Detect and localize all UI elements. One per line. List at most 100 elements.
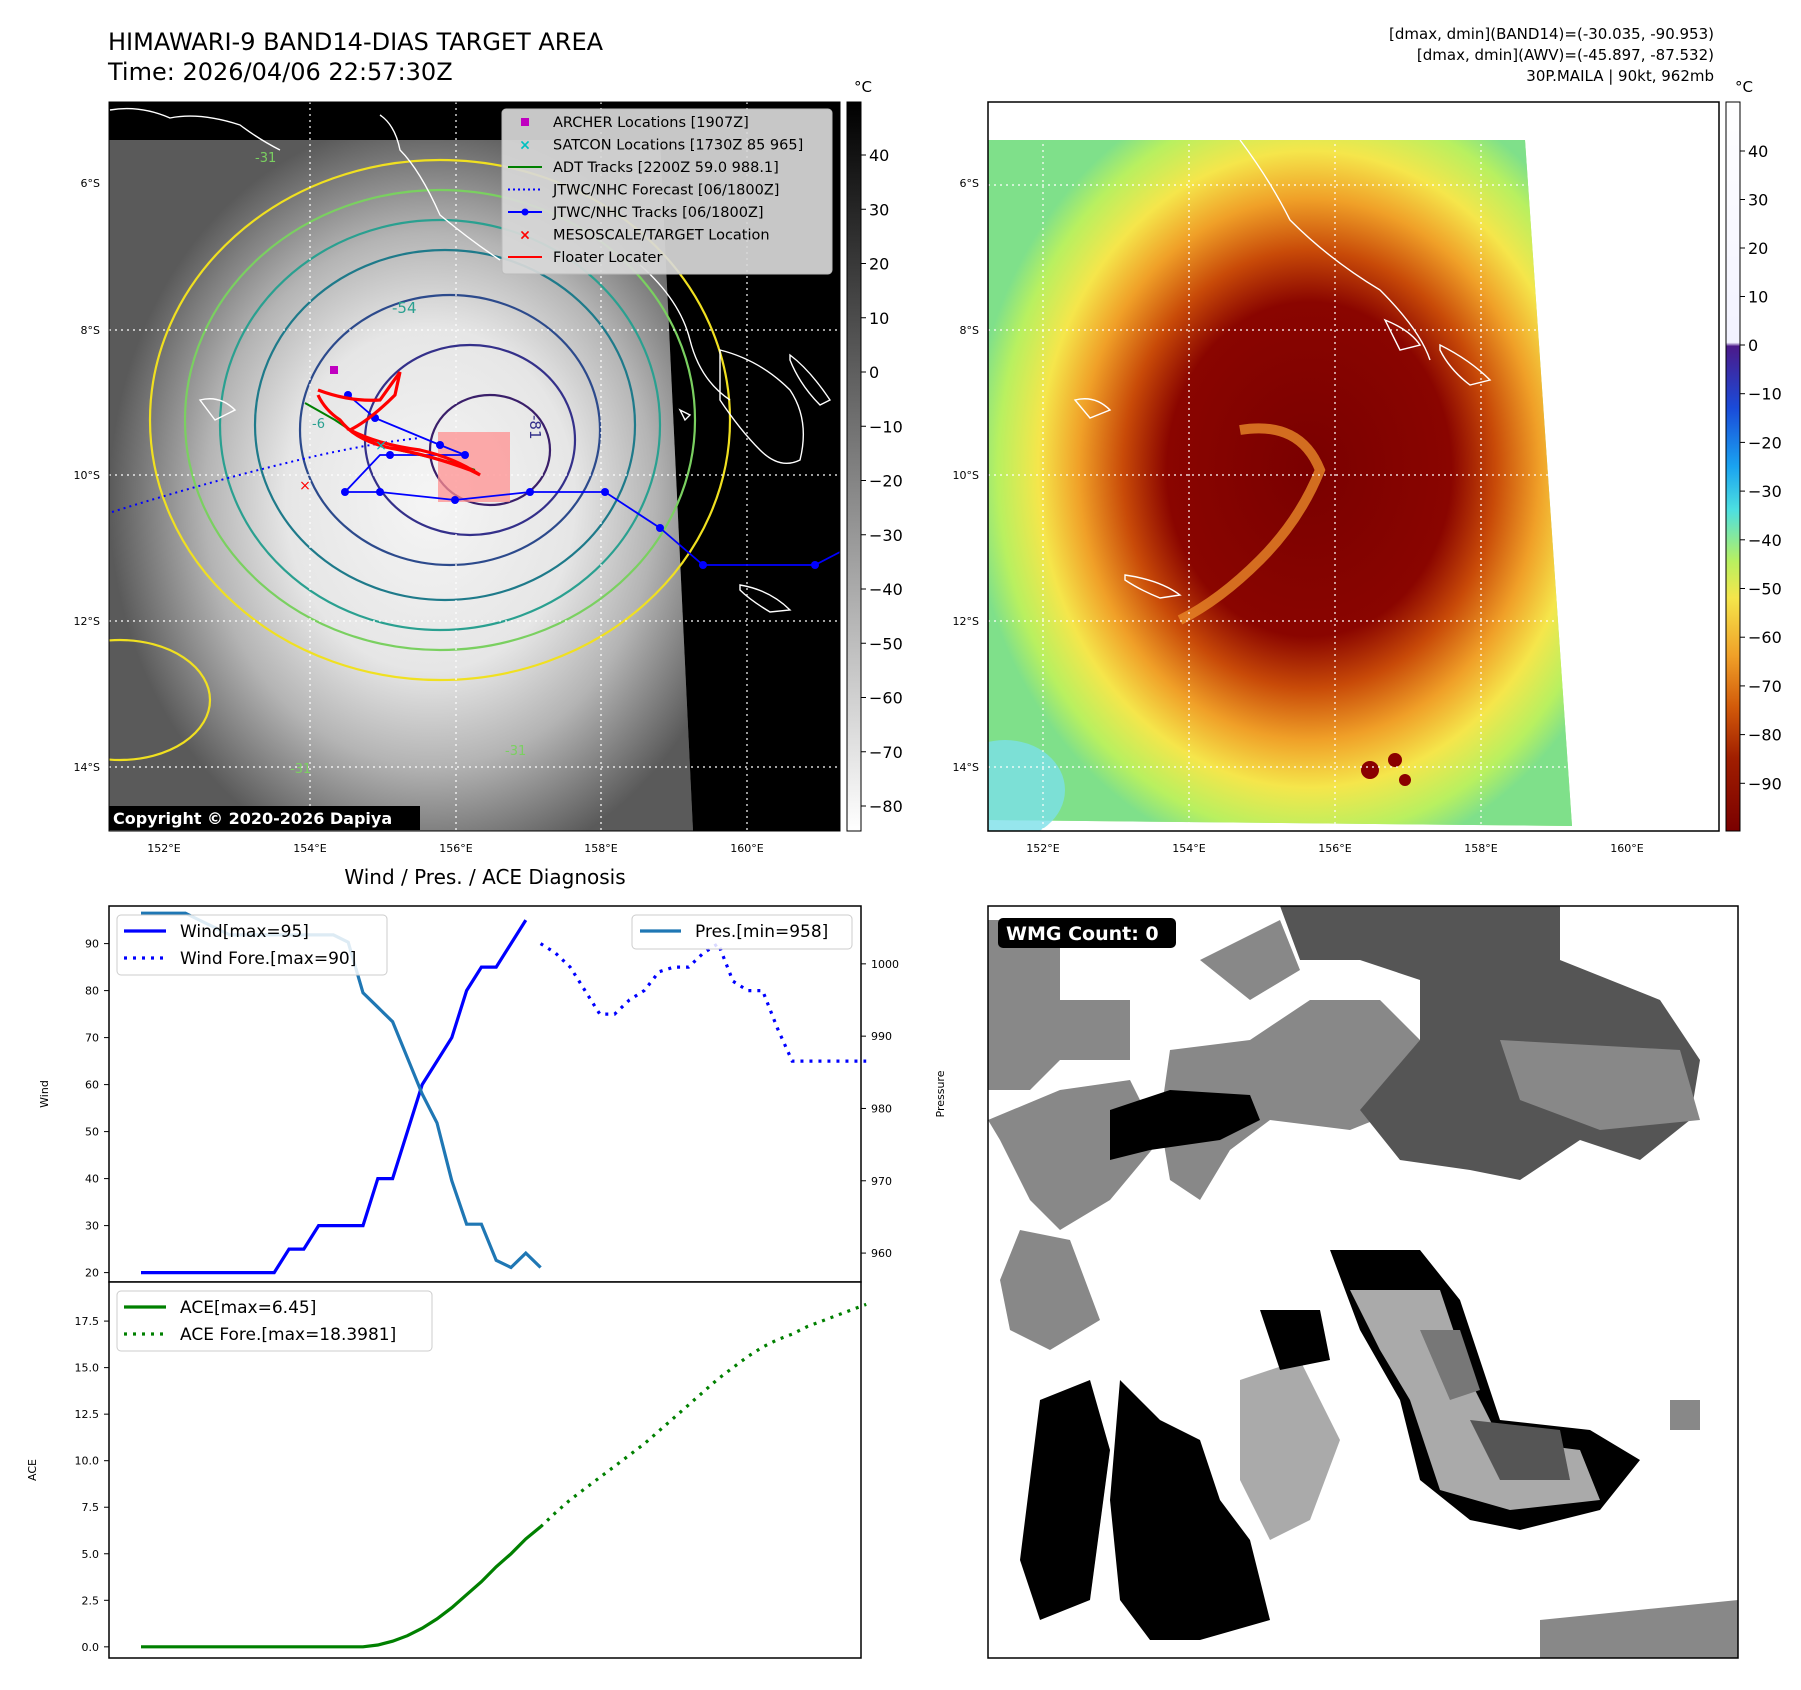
wmg-block bbox=[1050, 1560, 1060, 1600]
colorbar-tick-label: 0 bbox=[1748, 336, 1758, 355]
colorbar-tick-label: 40 bbox=[869, 146, 889, 165]
spiral-band bbox=[1177, 423, 1326, 625]
lat-label: 6°S bbox=[960, 177, 979, 190]
colorbar-tick-label: −70 bbox=[1748, 677, 1782, 696]
legend-item: × MESOSCALE/TARGET Location bbox=[519, 228, 769, 244]
legend-box bbox=[116, 914, 388, 976]
wmg-block bbox=[1110, 1380, 1270, 1640]
y-tick-label: 90 bbox=[85, 938, 99, 951]
lat-label: 8°S bbox=[81, 324, 100, 337]
series-line bbox=[141, 919, 528, 1275]
colorbar-tick-label: 10 bbox=[869, 309, 889, 328]
awv-range: [dmax, dmin](AWV)=(-45.897, -87.532) bbox=[1417, 46, 1714, 64]
y-tick-label: 60 bbox=[85, 1079, 99, 1092]
copyright-text: Copyright © 2020-2026 Dapiya bbox=[113, 809, 392, 828]
lon-label: 160°E bbox=[1610, 842, 1643, 855]
ace-chart: ACE 17.5 15.0 12.5 10.0 7.5 5.0 2.5 0.0 ACE[max=… bbox=[26, 1281, 867, 1659]
y-tick-label: 40 bbox=[85, 1173, 99, 1186]
colorbar-unit: °C bbox=[1735, 78, 1753, 96]
colorbar-tick-label: 20 bbox=[1748, 239, 1768, 258]
lon-label: 160°E bbox=[730, 842, 763, 855]
legend-label: MESOSCALE/TARGET Location bbox=[553, 228, 770, 244]
wmg-block bbox=[1260, 1310, 1330, 1370]
copyright-box bbox=[109, 806, 420, 830]
lon-label: 152°E bbox=[1026, 842, 1059, 855]
legend-label: JTWC/NHC Forecast [06/1800Z] bbox=[552, 183, 779, 199]
y-tick-label: 2.5 bbox=[82, 1594, 100, 1607]
storm-info: 30P.MAILA | 90kt, 962mb bbox=[1526, 67, 1714, 85]
colorbar-tick-label: −80 bbox=[869, 797, 903, 816]
archer-location-marker bbox=[330, 366, 338, 374]
y-tick-label: 50 bbox=[85, 1126, 99, 1139]
contour-label: -54 bbox=[392, 299, 417, 317]
target-area-box bbox=[438, 432, 510, 502]
wmg-block bbox=[1110, 1090, 1260, 1160]
awv-map-frame bbox=[987, 101, 1720, 832]
legend-marker-x: × bbox=[519, 228, 531, 244]
contour-label: -31 bbox=[505, 744, 526, 759]
series-line bbox=[141, 1525, 542, 1649]
wmg-block bbox=[1420, 1330, 1480, 1400]
lat-label: 8°S bbox=[960, 324, 979, 337]
gray-colorbar: °C 40 30 20 10 0 −10 −20 −30 −40 −50 −60 −70 −80 bbox=[846, 78, 903, 832]
wmg-block bbox=[1500, 1040, 1700, 1130]
y-tick-label: 15.0 bbox=[75, 1362, 100, 1375]
floater-locater-track bbox=[316, 371, 481, 477]
wmg-block bbox=[1020, 1380, 1110, 1620]
legend-label: Pres.[min=958] bbox=[695, 922, 828, 942]
lat-label: 14°S bbox=[953, 761, 979, 774]
contour-label: -31 bbox=[290, 762, 311, 777]
y-tick-label: 70 bbox=[85, 1032, 99, 1045]
y-tick-label: 5.0 bbox=[82, 1548, 100, 1561]
legend-marker-square bbox=[521, 118, 529, 126]
pressure-legend: Pres.[min=958] bbox=[631, 914, 853, 950]
lon-label: 152°E bbox=[147, 842, 180, 855]
legend-item: Floater Locater bbox=[508, 250, 662, 266]
colorbar-tick-label: 10 bbox=[1748, 288, 1768, 307]
colorbar-tick-label: 30 bbox=[869, 200, 889, 219]
cold-cloud-cells bbox=[1361, 753, 1411, 786]
colorbar-tick-label: −20 bbox=[1748, 433, 1782, 452]
y-tick-label: 7.5 bbox=[82, 1501, 100, 1514]
legend-label: ADT Tracks [2200Z 59.0 988.1] bbox=[553, 160, 779, 176]
awv-map-axis-labels: 6°S 8°S 10°S 12°S 14°S 152°E 154°E 156°E… bbox=[953, 177, 1644, 855]
colorbar-tick-label: −90 bbox=[1748, 774, 1782, 793]
legend-label: Wind Fore.[max=90] bbox=[180, 949, 356, 969]
y-right-tick-label: 1000 bbox=[871, 958, 899, 971]
figure-title: HIMAWARI-9 BAND14-DIAS TARGET AREA bbox=[108, 28, 604, 56]
wmg-block bbox=[1160, 1000, 1430, 1200]
ace-legend: ACE[max=6.45] ACE Fore.[max=18.3981] bbox=[116, 1290, 433, 1352]
y-right-tick-label: 960 bbox=[871, 1247, 892, 1260]
colorbar-tick-label: 40 bbox=[1748, 142, 1768, 161]
colorbar-tick-label: −30 bbox=[869, 526, 903, 545]
legend-box bbox=[631, 914, 853, 950]
ir-map-frame bbox=[108, 101, 841, 832]
jtwc-track-points bbox=[341, 391, 819, 569]
wind-legend: Wind[max=95] Wind Fore.[max=90] bbox=[116, 914, 388, 976]
wmg-block bbox=[1540, 1600, 1738, 1658]
satcon-location-marker: × bbox=[375, 438, 387, 454]
legend-item: ADT Tracks [2200Z 59.0 988.1] bbox=[508, 160, 779, 176]
legend-label: JTWC/NHC Tracks [06/1800Z] bbox=[552, 205, 764, 221]
lat-label: 10°S bbox=[74, 469, 100, 482]
figure-time: Time: 2026/04/06 22:57:30Z bbox=[107, 58, 453, 86]
contour-label: -81 bbox=[526, 415, 544, 440]
series-line bbox=[539, 941, 867, 1063]
legend-label: Wind[max=95] bbox=[180, 922, 309, 942]
lon-label: 158°E bbox=[1464, 842, 1497, 855]
lat-label: 12°S bbox=[74, 615, 100, 628]
cloud-top-contours bbox=[109, 158, 732, 762]
legend-label: ARCHER Locations [1907Z] bbox=[553, 115, 749, 131]
wind-pressure-chart: Wind Pressure 90 80 70 60 50 40 30 20 1000 990 980… bbox=[38, 905, 947, 1283]
colorbar-tick-label: 20 bbox=[869, 255, 889, 274]
legend-label: ACE Fore.[max=18.3981] bbox=[180, 1325, 396, 1345]
colorbar-tick-label: 0 bbox=[869, 363, 879, 382]
coastlines bbox=[109, 107, 832, 613]
colorbar-tick-label: −60 bbox=[869, 689, 903, 708]
colorbar-tick-label: −40 bbox=[869, 580, 903, 599]
colorbar-tick-label: −20 bbox=[869, 472, 903, 491]
contour-label: -6 bbox=[312, 417, 325, 432]
wmg-block bbox=[1240, 1360, 1340, 1540]
y-tick-label: 80 bbox=[85, 985, 99, 998]
color-colorbar: °C 40 30 20 10 0 −10 −20 −30 −40 −50 −60 −70 −80 −90 bbox=[1725, 78, 1782, 832]
